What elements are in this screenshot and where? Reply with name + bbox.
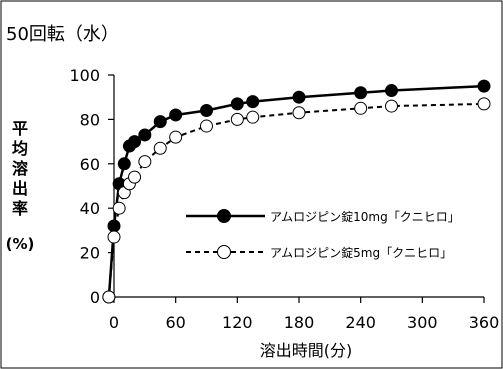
series-1-point — [128, 135, 142, 149]
y-tick-label: 60 — [80, 155, 100, 174]
y-axis-label-char: 溶 — [12, 159, 28, 178]
legend-marker-series-2 — [217, 245, 231, 259]
series-1-line — [107, 84, 485, 298]
series-2-line — [107, 102, 485, 298]
series-1-point — [230, 97, 244, 111]
series-2-point — [102, 290, 116, 304]
series-2-point — [385, 99, 398, 113]
x-tick-label: 300 — [407, 313, 438, 332]
series-2-point — [112, 201, 126, 215]
legend-label-series-1: アムロジピン錠10mg「クニヒロ」 — [270, 209, 460, 224]
series-group — [102, 79, 491, 304]
y-tick-label: 40 — [80, 199, 100, 218]
series-2-point — [354, 101, 368, 115]
y-ticks: 0 20 40 60 80 100 — [69, 66, 114, 307]
x-tick-label: 240 — [345, 313, 376, 332]
series-2-point — [477, 97, 491, 111]
chart-title: 50回転（水） — [6, 24, 119, 45]
y-tick-label: 20 — [80, 244, 100, 263]
series-2-point — [169, 130, 183, 144]
x-tick-label: 360 — [469, 313, 500, 332]
legend: アムロジピン錠10mg「クニヒロ」 アムロジピン錠5mg「クニヒロ」 — [186, 209, 460, 260]
x-ticks: 0 60 120 180 240 300 360 — [109, 297, 499, 332]
series-2-point — [246, 110, 260, 124]
y-axis-label-unit: (%) — [6, 235, 35, 253]
series-1-point — [117, 157, 131, 171]
series-1-point — [354, 86, 368, 100]
series-1-point — [200, 104, 213, 118]
series-1-point — [385, 84, 398, 98]
x-tick-label: 120 — [222, 313, 253, 332]
series-1-point — [169, 108, 183, 122]
x-tick-label: 60 — [165, 313, 185, 332]
y-axis-label-char: 平 — [12, 119, 28, 138]
series-1-point — [138, 128, 152, 142]
x-axis-label: 溶出時間(分) — [260, 341, 353, 360]
series-2-point — [200, 119, 213, 133]
legend-label-series-2: アムロジピン錠5mg「クニヒロ」 — [270, 245, 452, 260]
x-tick-label: 0 — [109, 313, 119, 332]
series-1-point — [477, 79, 491, 93]
y-axis-label-char: 出 — [12, 179, 28, 198]
series-1-point — [107, 219, 121, 233]
series-1-point — [292, 90, 306, 104]
series-2-point — [138, 155, 152, 169]
series-2-point — [153, 141, 167, 155]
series-2-point — [292, 106, 306, 120]
x-tick-label: 180 — [284, 313, 315, 332]
y-tick-label: 0 — [90, 288, 100, 307]
series-2-point — [230, 112, 244, 126]
legend-marker-series-1 — [217, 209, 231, 223]
series-1-point — [246, 95, 260, 109]
y-tick-label: 80 — [80, 110, 100, 129]
y-axis-label-char: 均 — [12, 139, 28, 158]
series-1-point — [153, 115, 167, 129]
series-2-point — [128, 170, 142, 184]
series-2-point — [107, 230, 121, 244]
y-tick-label: 100 — [69, 66, 100, 85]
y-axis-label-char: 率 — [12, 199, 28, 218]
